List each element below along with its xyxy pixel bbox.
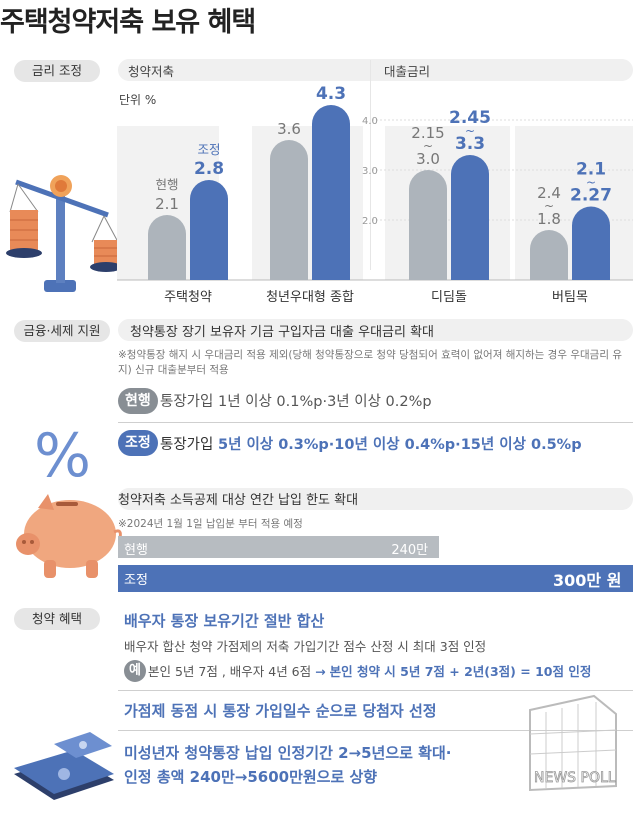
data-label: 2.1 [576, 160, 606, 180]
example-tag: 예 [124, 660, 146, 682]
current-rate-text: 통장가입 1년 이상 0.1%p·3년 이상 0.2%p [160, 394, 432, 410]
unit-label: 단위 % [119, 93, 157, 107]
page-title: 주택청약저축 보유 혜택 [0, 7, 256, 38]
data-label: 3.0 [416, 150, 440, 168]
bar [530, 230, 568, 280]
data-label: 2.4 [537, 184, 561, 202]
section-label-finance: 금융·세제 지원 [14, 320, 110, 342]
balance-scale-illustration [6, 175, 122, 292]
panel-divider [370, 60, 371, 270]
deduction-headline: 청약저축 소득공제 대상 연간 납입 한도 확대 [118, 493, 359, 508]
legend-adjusted: 조정 [197, 142, 220, 157]
deduction-adjusted-bar [118, 565, 633, 592]
bar [572, 206, 610, 280]
adjusted-prefix: 통장가입 [160, 437, 214, 453]
y-tick-label: 4.0 [362, 116, 378, 127]
category-label: 버팀목 [552, 290, 588, 305]
chart-band [385, 126, 510, 280]
deduction-current-label: 현행 [124, 543, 148, 558]
deduction-adjusted-value: 300만 원 [553, 571, 622, 590]
subheader-loan: 대출금리 [384, 64, 431, 79]
loan-headline: 청약통장 장기 보유자 기금 구입자금 대출 우대금리 확대 [130, 325, 435, 340]
data-label: 4.3 [316, 84, 346, 104]
minor-line1: 미성년자 청약통장 납입 인정기간 2→5년으로 확대· [124, 744, 452, 762]
subheader-savings: 청약저축 [128, 64, 175, 79]
svg-text:%: % [34, 421, 90, 486]
svg-text:NEWS POLL: NEWS POLL [534, 770, 616, 786]
section-label-benefit: 청약 혜택 [14, 608, 100, 630]
bar [312, 105, 350, 280]
bar [270, 140, 308, 280]
data-label: 2.45 [449, 108, 491, 128]
money-illustration [14, 732, 114, 800]
example-text: 본인 5년 7점 , 배우자 4년 6점 [148, 664, 312, 679]
bar [451, 155, 489, 280]
watermark-building-logo: NEWS POLL [529, 694, 617, 792]
deduction-current-bar [118, 536, 440, 558]
y-tick-label: 2.0 [362, 216, 378, 227]
minor-line2: 인정 총액 240만→5600만원으로 상향 [124, 768, 378, 786]
tie-break-title: 가점제 동점 시 통장 가입일수 순으로 당첨자 선정 [124, 702, 437, 720]
headline-bar-loan [118, 319, 633, 341]
example-result: 본인 청약 시 5년 7점 + 2년(3점) = 10점 인정 [329, 664, 592, 679]
data-label: 2.27 [570, 186, 612, 206]
spouse-title: 배우자 통장 보유기간 절반 합산 [124, 612, 325, 630]
spouse-desc: 배우자 합산 청약 가점제의 저축 가입기간 점수 산정 시 최대 3점 인정 [124, 639, 487, 654]
deduction-adjusted-label: 조정 [124, 573, 148, 588]
divider [118, 422, 633, 423]
divider [118, 730, 633, 731]
deduction-current-value: 240만 [391, 543, 429, 558]
current-tag: 현행 [118, 388, 158, 414]
data-label-tilde: ~ [544, 199, 554, 213]
data-label-tilde: ~ [465, 124, 475, 138]
bar [409, 170, 447, 280]
category-label: 디딤돌 [431, 290, 467, 305]
data-label: 1.8 [537, 210, 561, 228]
legend-current: 현행 [155, 177, 178, 192]
divider [118, 690, 633, 691]
bar [190, 180, 228, 280]
data-label: 2.8 [194, 159, 224, 179]
data-label: 2.15 [411, 124, 444, 142]
data-label: 3.6 [277, 120, 301, 138]
y-tick-label: 3.0 [362, 166, 378, 177]
data-label: 3.3 [455, 134, 485, 154]
bar [148, 215, 186, 280]
category-label: 청년우대형 종합 [266, 290, 354, 305]
adjusted-rate-text: 5년 이상 0.3%p·10년 이상 0.4%p·15년 이상 0.5%p [217, 437, 582, 453]
deduction-note: ※2024년 1월 1일 납입분 부터 적용 예정 [118, 518, 303, 530]
section-subheader-bar [118, 59, 633, 81]
loan-note: ※청약통장 해지 시 우대금리 적용 제외(당해 청약통장으로 청약 당첨되어 … [118, 349, 622, 376]
example-arrow: → [315, 664, 326, 679]
adjusted-tag: 조정 [118, 430, 158, 456]
data-label-tilde: ~ [586, 176, 596, 190]
data-label: 2.1 [155, 195, 179, 213]
section-label-rate: 금리 조정 [14, 60, 100, 82]
piggy-bank-illustration [16, 494, 122, 578]
percent-icon: % [34, 421, 90, 486]
headline-bar-deduction [118, 488, 633, 510]
category-label: 주택청약 [164, 290, 212, 305]
data-label-tilde: ~ [423, 139, 433, 153]
